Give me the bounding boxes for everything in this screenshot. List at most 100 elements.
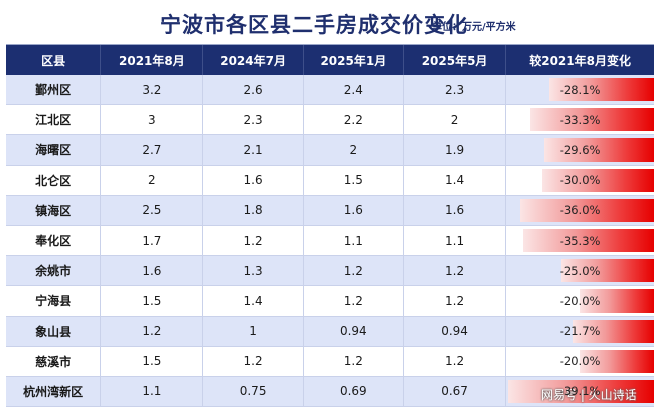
- value-2025-01-cell: 0.69: [304, 376, 404, 407]
- header-2025-05: 2025年5月: [404, 45, 507, 75]
- value-2024-07-cell: 2.1: [203, 135, 304, 165]
- value-2021-08-cell: 1.5: [101, 346, 204, 376]
- value-2024-07-cell: 1.4: [203, 286, 304, 316]
- value-2025-01-cell: 1.6: [304, 195, 404, 225]
- table-row: 镇海区 2.5 1.8 1.6 1.6 -36.0%: [6, 195, 655, 226]
- district-cell: 奉化区: [6, 225, 102, 256]
- table-header: 区县 2021年8月 2024年7月 2025年1月 2025年5月 较2021…: [6, 45, 654, 75]
- change-cell: -28.1%: [506, 75, 655, 104]
- value-2025-05-cell: 2.3: [404, 75, 507, 105]
- value-2021-08-cell: 1.1: [101, 376, 204, 407]
- change-value: -33.3%: [559, 112, 601, 127]
- change-bar: [549, 78, 655, 102]
- value-2021-08-cell: 1.2: [101, 316, 204, 346]
- district-cell: 海曙区: [6, 135, 102, 165]
- district-cell: 鄞州区: [6, 75, 102, 105]
- change-value: -29.6%: [559, 142, 601, 157]
- change-cell: -29.6%: [506, 135, 655, 164]
- change-value: -35.3%: [559, 233, 601, 248]
- value-2024-07-cell: 2.6: [203, 75, 304, 105]
- change-value: -36.0%: [559, 203, 601, 218]
- table-row: 杭州湾新区 1.1 0.75 0.69 0.67 -39.1%: [6, 376, 655, 408]
- title-bar: 宁波市各区县二手房成交价变化 单位：万元/平方米: [0, 0, 660, 44]
- value-2025-01-cell: 1.2: [304, 346, 404, 376]
- header-2024-07: 2024年7月: [203, 45, 304, 75]
- district-cell: 慈溪市: [6, 346, 102, 376]
- change-bar: [508, 379, 655, 404]
- table-row: 象山县 1.2 1 0.94 0.94 -21.7%: [6, 316, 655, 347]
- table-row: 慈溪市 1.5 1.2 1.2 1.2 -20.0%: [6, 346, 655, 377]
- district-cell: 镇海区: [6, 195, 102, 225]
- change-value: -21.7%: [559, 324, 601, 339]
- district-cell: 江北区: [6, 105, 102, 135]
- change-cell: -35.3%: [506, 226, 655, 255]
- change-cell: -21.7%: [506, 317, 655, 346]
- district-cell: 杭州湾新区: [6, 376, 102, 407]
- table-row: 奉化区 1.7 1.2 1.1 1.1 -35.3%: [6, 225, 655, 257]
- change-value: -20.0%: [559, 293, 601, 308]
- price-table: 区县 2021年8月 2024年7月 2025年1月 2025年5月 较2021…: [6, 44, 655, 408]
- table-row: 江北区 3 2.3 2.2 2 -33.3%: [6, 105, 655, 136]
- change-bar: [573, 319, 655, 343]
- change-cell: -36.0%: [506, 196, 655, 225]
- change-bar: [529, 108, 655, 132]
- change-bar: [543, 138, 655, 162]
- district-cell: 余姚市: [6, 256, 102, 286]
- value-2024-07-cell: 1.8: [203, 195, 304, 225]
- table-row: 北仑区 2 1.6 1.5 1.4 -30.0%: [6, 165, 655, 196]
- value-2025-05-cell: 1.4: [404, 165, 507, 195]
- value-2021-08-cell: 2.7: [101, 135, 204, 165]
- value-2024-07-cell: 0.75: [203, 376, 304, 407]
- district-cell: 宁海县: [6, 286, 102, 316]
- change-bar: [579, 349, 655, 373]
- value-2024-07-cell: 1: [203, 316, 304, 346]
- header-district: 区县: [6, 45, 102, 75]
- district-cell: 北仑区: [6, 165, 102, 195]
- header-2025-01: 2025年1月: [304, 45, 404, 75]
- value-2021-08-cell: 2.5: [101, 195, 204, 225]
- change-cell: -30.0%: [506, 166, 655, 195]
- change-cell: -20.0%: [506, 347, 655, 376]
- value-2021-08-cell: 3.2: [101, 75, 204, 105]
- watermark: 网易号 | 火山诗话: [541, 388, 637, 402]
- change-bar: [560, 259, 655, 283]
- table-row: 余姚市 1.6 1.3 1.2 1.2 -25.0%: [6, 256, 655, 287]
- change-value: -20.0%: [559, 354, 601, 369]
- value-2024-07-cell: 1.2: [203, 225, 304, 256]
- value-2025-05-cell: 1.2: [404, 346, 507, 376]
- value-2021-08-cell: 3: [101, 105, 204, 135]
- value-2025-01-cell: 2.2: [304, 105, 404, 135]
- change-bar: [519, 198, 655, 222]
- value-2021-08-cell: 1.6: [101, 256, 204, 286]
- header-change: 较2021年8月变化: [529, 53, 631, 68]
- value-2025-01-cell: 0.94: [304, 316, 404, 346]
- value-2025-01-cell: 1.1: [304, 225, 404, 256]
- change-bar: [579, 289, 655, 313]
- table-row: 鄞州区 3.2 2.6 2.4 2.3 -28.1%: [6, 75, 655, 106]
- value-2025-05-cell: 1.1: [404, 225, 507, 256]
- change-cell: -25.0%: [506, 256, 655, 285]
- value-2024-07-cell: 1.6: [203, 165, 304, 195]
- value-2024-07-cell: 2.3: [203, 105, 304, 135]
- page-title: 宁波市各区县二手房成交价变化: [160, 13, 468, 37]
- value-2025-01-cell: 2.4: [304, 75, 404, 105]
- value-2021-08-cell: 1.5: [101, 286, 204, 316]
- change-value: -25.0%: [559, 263, 601, 278]
- table-row: 海曙区 2.7 2.1 2 1.9 -29.6%: [6, 135, 655, 166]
- change-value: -30.0%: [559, 173, 601, 188]
- value-2024-07-cell: 1.3: [203, 256, 304, 286]
- value-2025-01-cell: 1.5: [304, 165, 404, 195]
- value-2025-05-cell: 0.67: [404, 376, 507, 407]
- value-2025-05-cell: 1.9: [404, 135, 507, 165]
- value-2025-01-cell: 2: [304, 135, 404, 165]
- value-2021-08-cell: 2: [101, 165, 204, 195]
- change-cell: -20.0%: [506, 286, 655, 315]
- value-2025-05-cell: 2: [404, 105, 507, 135]
- value-2021-08-cell: 1.7: [101, 225, 204, 256]
- value-2025-01-cell: 1.2: [304, 256, 404, 286]
- value-2025-05-cell: 1.2: [404, 286, 507, 316]
- change-value: -28.1%: [559, 82, 601, 97]
- change-cell: -39.1%: [506, 377, 655, 406]
- header-2021-08: 2021年8月: [101, 45, 204, 75]
- district-cell: 象山县: [6, 316, 102, 346]
